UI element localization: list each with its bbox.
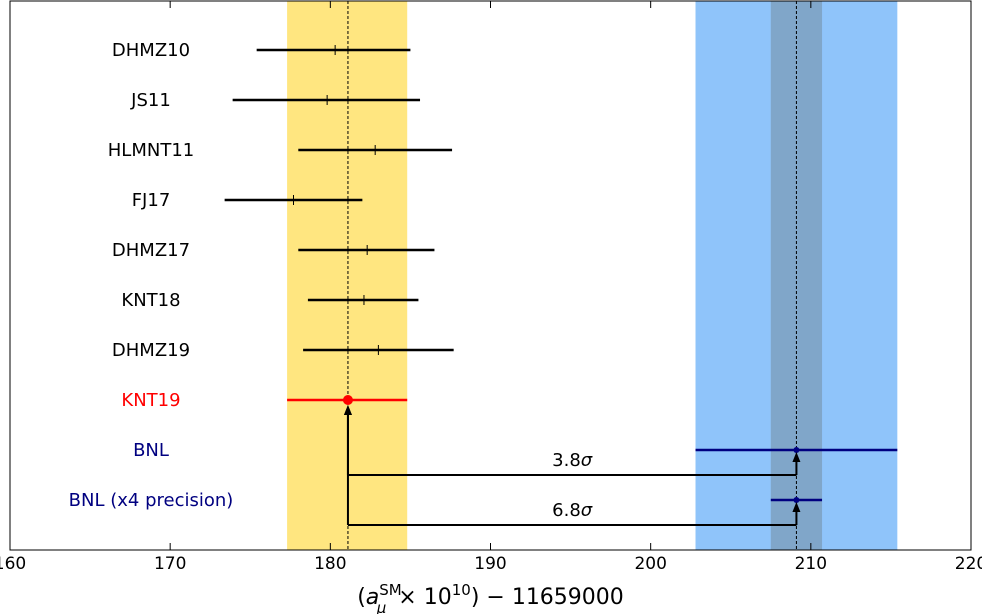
- annotation-right-arrowhead-1: [792, 502, 801, 512]
- annotation-right-arrowhead-0: [792, 452, 801, 462]
- central-value-9: [793, 497, 800, 503]
- x-axis-label-a: a: [366, 585, 379, 610]
- x-tick-label-2: 180: [314, 554, 346, 574]
- row-label-5: KNT18: [121, 290, 180, 311]
- row-label-9: BNL (x4 precision): [69, 490, 234, 511]
- x-axis-label-sub: μ: [376, 599, 387, 614]
- central-value-7: [342, 395, 353, 405]
- row-label-4: DHMZ17: [112, 240, 190, 261]
- annotation-left-arrowhead-1: [343, 405, 352, 415]
- x-axis-label-sup: SM: [379, 581, 401, 599]
- x-tick-label-4: 200: [634, 554, 666, 574]
- row-label-8: BNL: [133, 440, 169, 461]
- x-axis: 160 170 180 190 200 210 220: [0, 1, 982, 574]
- x-axis-label-times: × 10: [398, 585, 451, 610]
- marks-layer: DHMZ10 JS11 HLMNT11 FJ17 DHMZ17 KNT18 DHMZ19 KN…: [69, 40, 898, 511]
- row-label-6: DHMZ19: [112, 340, 190, 361]
- x-axis-label-exp: 10: [452, 581, 471, 599]
- x-tick-label-1: 170: [154, 554, 186, 574]
- row-label-2: HLMNT11: [108, 140, 194, 161]
- row-label-1: JS11: [130, 90, 171, 111]
- x-tick-label-6: 220: [955, 554, 982, 574]
- annotation-label-1: 6.8σ: [552, 500, 593, 521]
- row-label-0: DHMZ10: [112, 40, 190, 61]
- row-label-3: FJ17: [132, 190, 171, 211]
- row-label-7: KNT19: [121, 390, 180, 411]
- x-axis-label: (aSM μ × 1010) − 11659000: [357, 581, 624, 614]
- x-axis-label-rest: ) − 11659000: [471, 585, 624, 610]
- annotation-label-0: 3.8σ: [552, 450, 593, 471]
- annotations-layer: 3.8σ 6.8σ: [343, 405, 801, 526]
- x-tick-label-0: 160: [0, 554, 26, 574]
- x-axis-label-open: (: [357, 585, 366, 610]
- x-tick-label-3: 190: [474, 554, 506, 574]
- x-tick-label-5: 210: [795, 554, 827, 574]
- central-value-8: [793, 447, 800, 453]
